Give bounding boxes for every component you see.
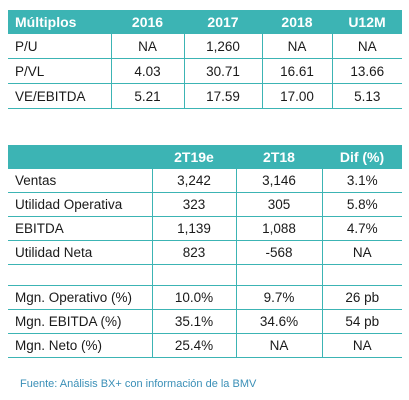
table-cell: 3,242 (151, 169, 236, 193)
table-cell: NA (321, 333, 402, 358)
table-cell: 9.7% (235, 285, 322, 310)
table-row: P/VL 4.03 30.71 16.61 13.66 (8, 58, 402, 84)
row-label (8, 264, 152, 286)
table-cell: NA (261, 34, 332, 59)
column-header: 2T19e (152, 145, 236, 169)
source-note: Fuente: Análisis BX+ con información de … (20, 378, 257, 390)
table-row: VE/EBITDA 5.21 17.59 17.00 5.13 (8, 83, 402, 109)
table-cell: 35.1% (151, 309, 236, 334)
table-cell: NA (321, 240, 402, 265)
table-cell: 30.71 (183, 58, 262, 84)
row-label: Ventas (8, 169, 152, 193)
table-row: Mgn. EBITDA (%) 35.1% 34.6% 54 pb (8, 309, 402, 334)
table-cell: 5.21 (110, 83, 184, 109)
column-header: U12M (332, 10, 402, 34)
row-label: P/VL (8, 58, 111, 84)
table-cell: 16.61 (261, 58, 332, 84)
table-cell: 5.8% (321, 192, 402, 217)
table-cell: 4.7% (321, 216, 402, 241)
table-cell: 25.4% (151, 333, 236, 358)
table-cell: 34.6% (235, 309, 322, 334)
multiples-table: Múltiplos 2016 2017 2018 U12M P/U NA 1,2… (8, 10, 402, 109)
table-cell: 323 (151, 192, 236, 217)
table-cell: 3.1% (321, 169, 402, 193)
table-cell: NA (235, 333, 322, 358)
table-cell: 5.13 (331, 83, 402, 109)
table-row: Utilidad Neta 823 -568 NA (8, 240, 402, 265)
table-cell: 1,139 (151, 216, 236, 241)
column-header (8, 145, 152, 169)
table-cell: 305 (235, 192, 322, 217)
table-row: Ventas 3,242 3,146 3.1% (8, 169, 402, 193)
table-cell: 13.66 (331, 58, 402, 84)
table-cell: 4.03 (110, 58, 184, 84)
table-cell: 1,088 (235, 216, 322, 241)
column-header: 2T18 (236, 145, 322, 169)
row-label: VE/EBITDA (8, 83, 111, 109)
table-row: Utilidad Operativa 323 305 5.8% (8, 192, 402, 217)
table-cell (321, 264, 402, 286)
table-cell: 54 pb (321, 309, 402, 334)
row-label: Utilidad Neta (8, 240, 152, 265)
table-header-row: Múltiplos 2016 2017 2018 U12M (8, 10, 402, 34)
column-header: 2017 (184, 10, 262, 34)
row-label: Utilidad Operativa (8, 192, 152, 217)
table-cell: 3,146 (235, 169, 322, 193)
table-cell (151, 264, 236, 286)
table-cell: 10.0% (151, 285, 236, 310)
row-label: Mgn. Neto (%) (8, 333, 152, 358)
column-header: 2016 (111, 10, 184, 34)
table-cell: NA (331, 34, 402, 59)
row-label: Mgn. Operativo (%) (8, 285, 152, 310)
row-label: EBITDA (8, 216, 152, 241)
column-header: Múltiplos (8, 10, 111, 34)
column-header: 2018 (262, 10, 332, 34)
table-cell: -568 (235, 240, 322, 265)
row-label: P/U (8, 34, 111, 59)
table-cell (235, 264, 322, 286)
spacer-row (8, 264, 402, 286)
table-cell: 26 pb (321, 285, 402, 310)
table-cell: 823 (151, 240, 236, 265)
table-row: P/U NA 1,260 NA NA (8, 34, 402, 59)
table-row: EBITDA 1,139 1,088 4.7% (8, 216, 402, 241)
table-header-row: 2T19e 2T18 Dif (%) (8, 145, 402, 169)
column-header: Dif (%) (322, 145, 402, 169)
table-cell: 17.00 (261, 83, 332, 109)
row-label: Mgn. EBITDA (%) (8, 309, 152, 334)
table-cell: 17.59 (183, 83, 262, 109)
results-table: 2T19e 2T18 Dif (%) Ventas 3,242 3,146 3.… (8, 145, 402, 358)
table-cell: NA (110, 34, 184, 59)
table-row: Mgn. Neto (%) 25.4% NA NA (8, 333, 402, 358)
table-cell: 1,260 (183, 34, 262, 59)
table-row: Mgn. Operativo (%) 10.0% 9.7% 26 pb (8, 285, 402, 310)
